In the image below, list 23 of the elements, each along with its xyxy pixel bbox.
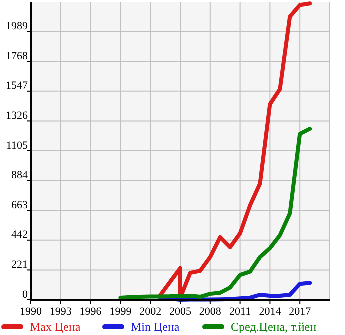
x-tick-label: 1999	[110, 306, 132, 318]
y-tick-label: 884	[12, 170, 28, 182]
y-tick-label: 663	[12, 199, 28, 212]
y-tick-label: 1326	[6, 110, 28, 122]
legend-label: Сред.Цена, т.йен	[231, 320, 318, 334]
x-tick-label: 2017	[289, 306, 312, 318]
legend-label: Min Цена	[131, 320, 180, 334]
y-tick-label: 1989	[6, 20, 28, 33]
y-tick-label: 1768	[6, 50, 28, 62]
x-tick-label: 2002	[140, 306, 162, 318]
x-tick-label: 1993	[50, 306, 72, 318]
x-tick-label: 1996	[80, 306, 102, 318]
x-tick-label: 2008	[199, 306, 222, 318]
x-tick-label: 2014	[259, 306, 282, 318]
x-tick-label: 2011	[230, 306, 252, 318]
y-tick-label: 0	[22, 288, 28, 301]
x-tick-label: 2005	[170, 306, 192, 318]
y-tick-label: 1547	[6, 80, 28, 92]
legend-label: Max Цена	[30, 320, 82, 334]
y-tick-label: 442	[12, 229, 28, 242]
y-tick-label: 221	[12, 259, 28, 271]
y-tick-label: 1105	[6, 140, 28, 152]
x-tick-label: 1990	[20, 306, 42, 318]
